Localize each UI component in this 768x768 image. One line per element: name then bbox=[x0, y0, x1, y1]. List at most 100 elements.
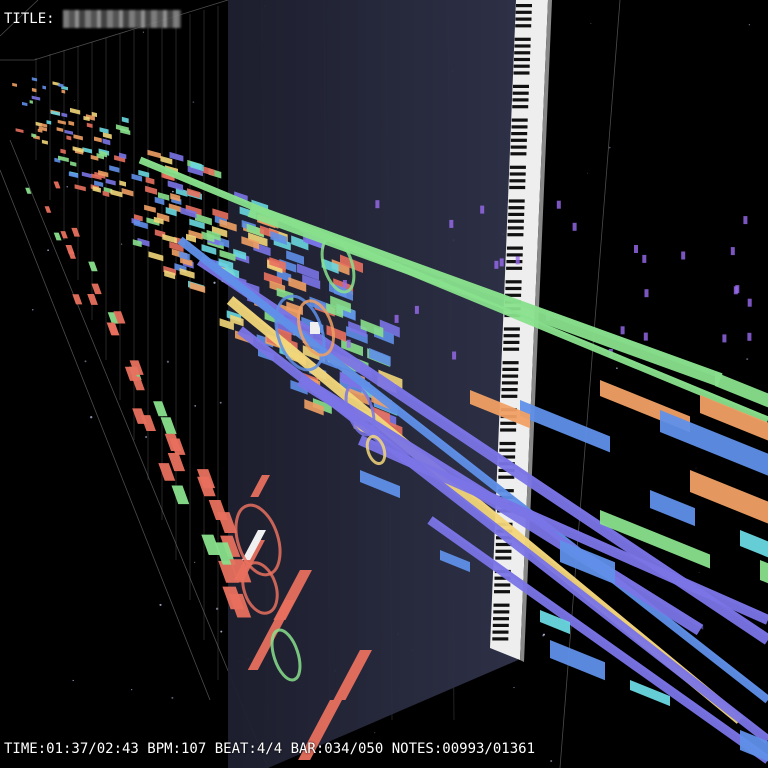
ring-icon bbox=[344, 383, 376, 437]
note-block bbox=[42, 85, 47, 90]
note-block bbox=[57, 119, 66, 125]
note-block bbox=[157, 192, 170, 201]
note-block bbox=[449, 219, 454, 228]
keyboard-black-key bbox=[513, 84, 529, 88]
note-block bbox=[132, 239, 142, 248]
note-block bbox=[241, 236, 260, 250]
note-block bbox=[99, 127, 109, 134]
note-block bbox=[331, 259, 350, 276]
note-block bbox=[347, 387, 370, 406]
note-block bbox=[102, 138, 111, 146]
note-block bbox=[248, 232, 268, 247]
status-readout: TIME:01:37/02:43 BPM:107 BEAT:4/4 BAR:03… bbox=[4, 741, 536, 757]
note-block bbox=[153, 401, 168, 417]
note-block bbox=[167, 180, 184, 191]
note-block bbox=[218, 258, 234, 270]
note-block bbox=[144, 204, 156, 213]
note-block bbox=[572, 222, 577, 231]
note-block bbox=[12, 82, 17, 87]
keyboard-black-key bbox=[503, 340, 520, 344]
note-block bbox=[105, 178, 116, 186]
note-block bbox=[560, 539, 615, 585]
note-block bbox=[212, 208, 229, 220]
grid-line bbox=[0, 0, 39, 37]
note-block bbox=[190, 161, 204, 172]
keyboard-black-key bbox=[493, 603, 510, 607]
note-block bbox=[60, 148, 66, 155]
note-block bbox=[106, 322, 120, 336]
note-block bbox=[269, 257, 286, 271]
star bbox=[131, 689, 133, 691]
keyboard-edge bbox=[520, 0, 552, 662]
keyboard-black-key bbox=[512, 98, 529, 102]
note-block bbox=[414, 305, 419, 314]
note-block bbox=[119, 180, 127, 187]
note-block bbox=[124, 366, 139, 381]
star bbox=[220, 630, 223, 633]
note-block bbox=[138, 169, 150, 178]
ring-icon bbox=[274, 294, 326, 372]
note-block bbox=[620, 326, 625, 335]
note-block bbox=[740, 530, 768, 558]
keyboard-black-key bbox=[502, 374, 519, 378]
sustained-note-side bbox=[252, 203, 723, 379]
note-block bbox=[515, 256, 520, 265]
keyboard-black-key bbox=[509, 179, 526, 183]
ring-icon bbox=[320, 236, 356, 294]
keyboard-black-key bbox=[493, 617, 509, 621]
keyboard-black-key bbox=[506, 246, 523, 250]
note-block bbox=[98, 170, 109, 178]
note-block bbox=[87, 294, 98, 305]
note-block bbox=[760, 560, 768, 584]
note-block bbox=[219, 318, 234, 331]
keyboard-black-key bbox=[499, 441, 516, 446]
keyboard-black-key bbox=[495, 542, 512, 547]
note-block bbox=[276, 321, 295, 336]
note-block bbox=[187, 165, 203, 177]
note-block bbox=[29, 100, 33, 104]
note-block bbox=[540, 610, 570, 635]
star bbox=[219, 401, 222, 404]
note-block bbox=[94, 136, 102, 143]
note-block bbox=[290, 380, 308, 395]
grid-line bbox=[559, 0, 621, 768]
ring-icon bbox=[296, 299, 336, 357]
keyboard-black-key bbox=[503, 327, 520, 331]
note-block bbox=[169, 151, 184, 162]
note-block bbox=[185, 204, 202, 216]
note-block bbox=[197, 476, 216, 497]
keyboard-black-key bbox=[514, 44, 531, 48]
note-block bbox=[188, 229, 203, 240]
note-block bbox=[700, 395, 768, 442]
note-block bbox=[480, 205, 485, 214]
note-block bbox=[72, 146, 84, 153]
note-block bbox=[743, 216, 748, 225]
keyboard-black-key bbox=[508, 206, 525, 210]
note-block bbox=[326, 302, 344, 319]
note-block bbox=[470, 390, 530, 429]
note-block bbox=[168, 203, 182, 213]
note-block bbox=[110, 189, 123, 198]
note-block bbox=[263, 272, 282, 286]
star bbox=[159, 603, 162, 606]
keyboard-black-key bbox=[510, 145, 527, 149]
keyboard-black-key bbox=[511, 125, 528, 129]
note-block bbox=[81, 171, 92, 179]
star bbox=[47, 249, 49, 252]
note-block bbox=[250, 475, 270, 497]
note-block bbox=[154, 196, 165, 206]
keyboard-black-key bbox=[507, 233, 524, 237]
note-block bbox=[298, 700, 342, 760]
note-hit-rings bbox=[234, 236, 387, 682]
note-block bbox=[162, 233, 177, 244]
note-block bbox=[297, 263, 319, 281]
star bbox=[90, 416, 93, 419]
keyboard-black-key bbox=[516, 4, 532, 8]
star bbox=[194, 561, 196, 563]
note-block bbox=[148, 251, 164, 262]
note-block bbox=[86, 122, 93, 128]
note-block bbox=[137, 237, 150, 247]
note-block bbox=[520, 400, 610, 453]
note-block bbox=[224, 266, 240, 279]
